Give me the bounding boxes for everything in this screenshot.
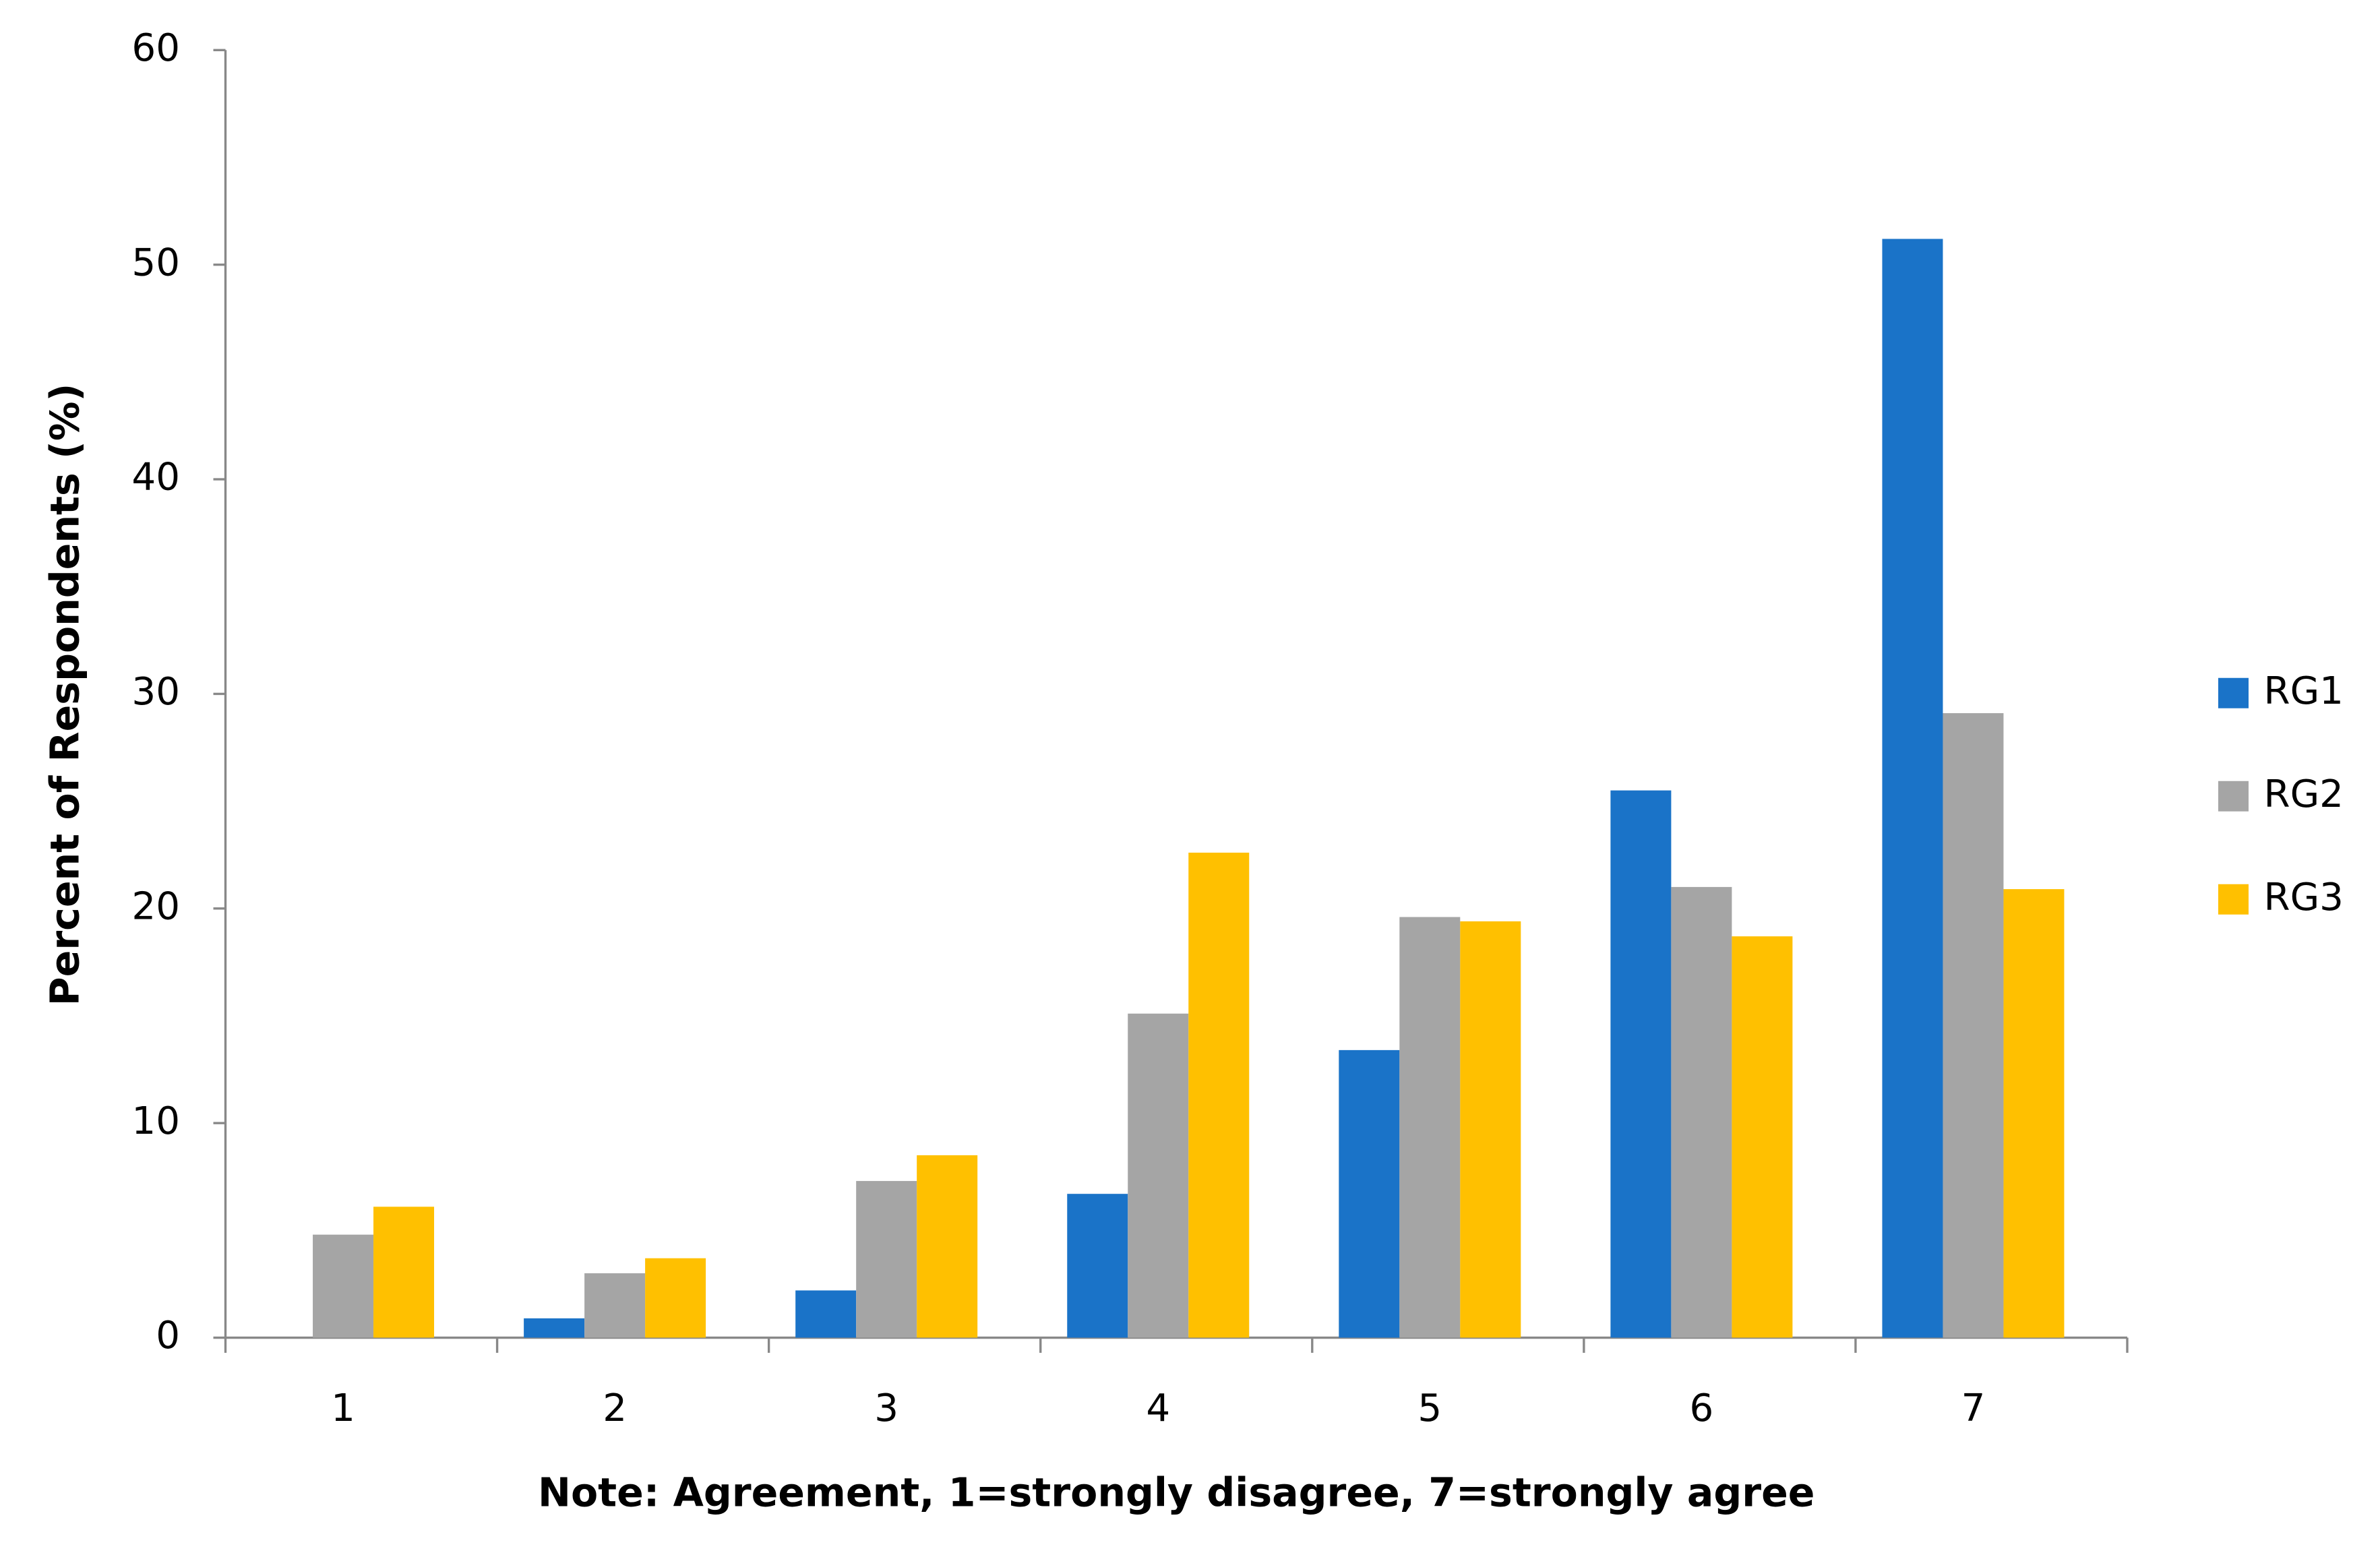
y-tick-label: 40 [131, 456, 180, 499]
bar [2003, 889, 2065, 1338]
y-tick-label: 20 [131, 884, 180, 928]
bar [1882, 239, 1943, 1338]
x-tick-label: 3 [874, 1387, 898, 1430]
legend-swatch [2218, 884, 2249, 915]
bar [856, 1181, 917, 1338]
x-tick-label: 1 [331, 1387, 355, 1430]
x-tick-label: 4 [1146, 1387, 1170, 1430]
x-tick-label: 2 [603, 1387, 627, 1430]
y-axis-title: Percent of Respondents (%) [42, 384, 88, 1006]
y-tick-label: 50 [131, 241, 180, 284]
bar [1943, 713, 2004, 1338]
y-tick-label: 60 [131, 26, 180, 70]
bar [584, 1273, 646, 1338]
x-tick-label: 7 [1961, 1387, 1986, 1430]
bar [1671, 886, 1732, 1338]
bar [795, 1290, 857, 1338]
bar [1128, 1013, 1189, 1338]
bar [1399, 917, 1461, 1338]
legend-swatch [2218, 781, 2249, 812]
bar [1732, 936, 1793, 1338]
x-tick-label: 5 [1417, 1387, 1442, 1430]
legend-label: RG2 [2264, 772, 2344, 816]
bar [1067, 1194, 1128, 1338]
y-tick-label: 10 [131, 1099, 180, 1143]
legend-swatch [2218, 677, 2249, 708]
bar [524, 1318, 585, 1338]
bar [1339, 1049, 1400, 1338]
bar [313, 1234, 374, 1338]
y-tick-label: 30 [131, 670, 180, 714]
x-axis-title: Note: Agreement, 1=strongly disagree, 7=… [538, 1470, 1814, 1516]
x-tick-label: 6 [1689, 1387, 1713, 1430]
bar [1460, 921, 1521, 1338]
bar [645, 1258, 706, 1338]
legend-label: RG1 [2264, 669, 2344, 713]
bar [373, 1207, 435, 1338]
bar [917, 1155, 978, 1338]
y-tick-label: 0 [156, 1314, 180, 1358]
legend-label: RG3 [2264, 876, 2344, 919]
bar [1188, 852, 1250, 1338]
bar [1610, 790, 1672, 1338]
